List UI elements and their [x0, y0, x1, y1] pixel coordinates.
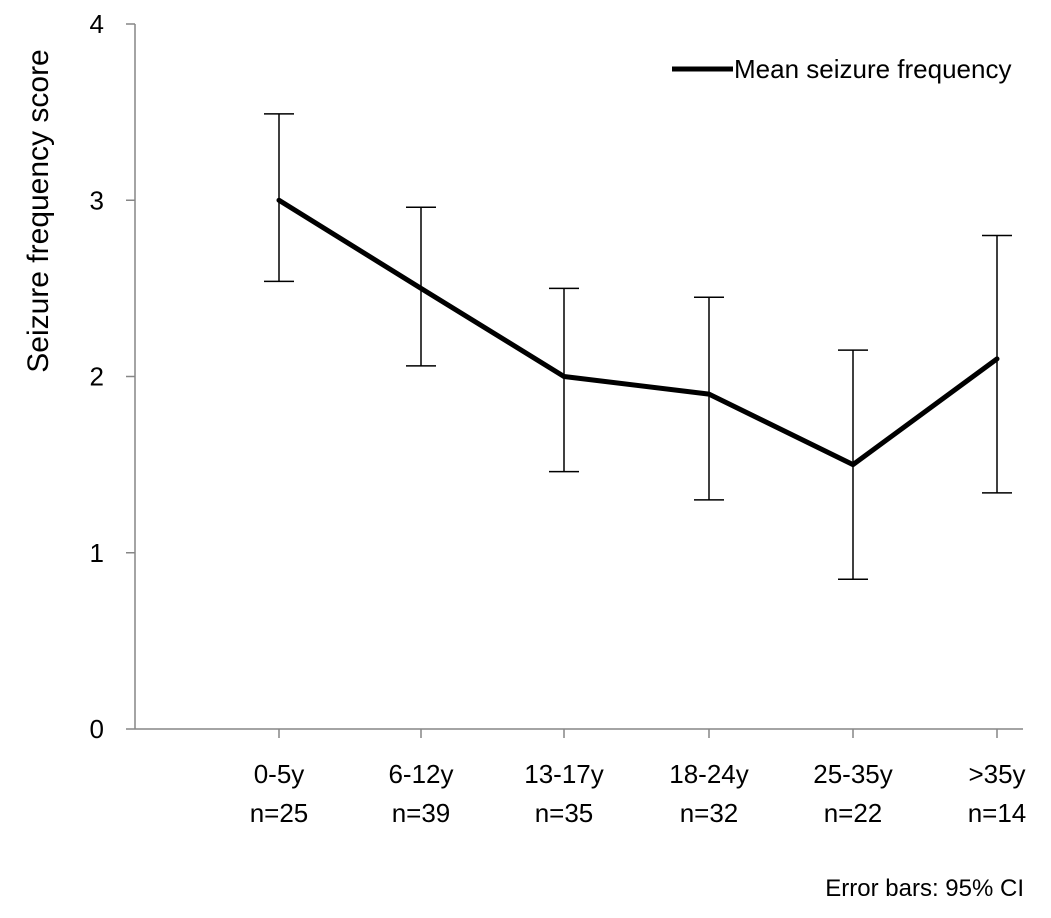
- x-tick-label: 6-12y: [388, 759, 453, 789]
- y-tick-label: 3: [90, 185, 104, 215]
- y-axis: 0 1 2 3 4: [90, 9, 136, 744]
- y-tick-label: 4: [90, 9, 104, 39]
- x-tick-count-label: n=14: [968, 798, 1027, 828]
- x-tick-count-label: n=25: [250, 798, 309, 828]
- legend-label-mean-seizure-frequency: Mean seizure frequency: [734, 54, 1011, 84]
- x-tick-label: 18-24y: [669, 759, 749, 789]
- x-tick-count-label: n=22: [824, 798, 883, 828]
- error-bar: [264, 113, 294, 283]
- error-bar: [982, 234, 1012, 494]
- x-tick-count-label: n=32: [680, 798, 739, 828]
- error-bar: [549, 287, 579, 473]
- x-tick-count-label: n=39: [392, 798, 451, 828]
- y-tick-label: 2: [90, 362, 104, 392]
- error-bars: [264, 113, 1012, 580]
- y-tick-label: 0: [90, 714, 104, 744]
- series-group: [276, 197, 1000, 468]
- x-tick-label: 25-35y: [813, 759, 893, 789]
- y-axis-title: Seizure frequency score: [22, 49, 55, 373]
- x-tick-count-label: n=35: [535, 798, 594, 828]
- x-axis: 0-5y n=25 6-12y n=39 13-17y n=35 18-24y n=32 25-…: [135, 728, 1027, 828]
- x-tick-label: 13-17y: [524, 759, 604, 789]
- y-ticks: 0 1 2 3 4: [90, 9, 135, 744]
- series-line-mean-seizure-frequency: [276, 197, 1000, 468]
- y-tick-label: 1: [90, 538, 104, 568]
- x-ticks: 0-5y n=25 6-12y n=39 13-17y n=35 18-24y n=32 25-…: [250, 729, 1027, 828]
- error-bars-note: Error bars: 95% CI: [825, 875, 1024, 902]
- legend: Mean seizure frequency: [672, 54, 1011, 84]
- x-tick-label: 0-5y: [254, 759, 305, 789]
- x-tick-label: >35y: [968, 759, 1025, 789]
- error-bar: [694, 296, 724, 501]
